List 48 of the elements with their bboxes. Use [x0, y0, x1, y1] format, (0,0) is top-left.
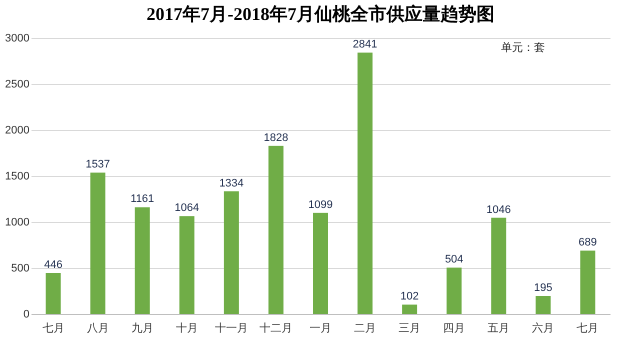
x-tick-label: 一月 — [310, 322, 332, 334]
data-label: 1828 — [264, 132, 288, 144]
data-label: 689 — [578, 236, 597, 249]
data-label: 2841 — [352, 38, 378, 51]
x-tick-label: 七月 — [576, 322, 599, 334]
data-label: 1099 — [308, 198, 333, 211]
chart-title: 2017年7月-2018年7月仙桃全市供应量趋势图 — [146, 4, 494, 24]
data-label: 195 — [534, 282, 552, 294]
data-label: 446 — [44, 258, 62, 271]
y-tick-label: 0 — [23, 308, 30, 320]
x-tick-label: 十二月 — [259, 322, 292, 334]
data-label: 1046 — [486, 204, 511, 216]
bar — [313, 212, 328, 314]
x-tick-label: 十月 — [176, 322, 198, 334]
data-label: 1334 — [219, 177, 244, 190]
bar — [402, 304, 418, 314]
bar — [536, 296, 551, 314]
data-label: 504 — [444, 254, 464, 266]
x-tick-label: 七月 — [42, 322, 64, 334]
y-tick-label: 3000 — [5, 32, 30, 44]
bar — [46, 272, 61, 314]
bar — [358, 52, 373, 314]
bar — [224, 191, 239, 314]
y-tick-label: 2500 — [5, 78, 30, 90]
bar — [580, 250, 596, 314]
x-tick-label: 二月 — [354, 322, 376, 334]
data-label: 1161 — [130, 193, 154, 206]
x-tick-label: 四月 — [443, 322, 466, 334]
annotation: 单元：套 — [501, 41, 545, 54]
bar — [446, 268, 462, 314]
data-label: 102 — [400, 290, 419, 303]
bar — [268, 146, 284, 314]
x-tick-label: 三月 — [398, 322, 421, 334]
y-tick-label: 500 — [11, 262, 30, 274]
bar — [179, 216, 194, 314]
bar — [491, 218, 506, 314]
data-label: 1537 — [86, 158, 110, 171]
x-tick-label: 九月 — [131, 322, 154, 334]
y-tick-label: 1000 — [5, 216, 30, 228]
x-tick-label: 五月 — [488, 322, 510, 334]
bar — [90, 172, 106, 314]
y-tick-label: 2000 — [5, 124, 30, 136]
x-tick-label: 六月 — [532, 322, 554, 334]
x-tick-label: 八月 — [86, 322, 109, 334]
x-tick-label: 十一月 — [214, 322, 248, 334]
y-tick-label: 1500 — [5, 170, 30, 182]
data-label: 1064 — [174, 202, 200, 214]
bar — [134, 207, 150, 314]
